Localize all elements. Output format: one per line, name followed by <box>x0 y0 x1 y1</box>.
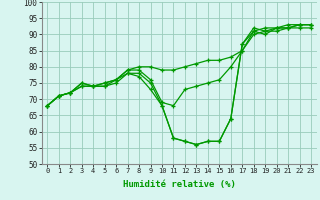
X-axis label: Humidité relative (%): Humidité relative (%) <box>123 180 236 189</box>
